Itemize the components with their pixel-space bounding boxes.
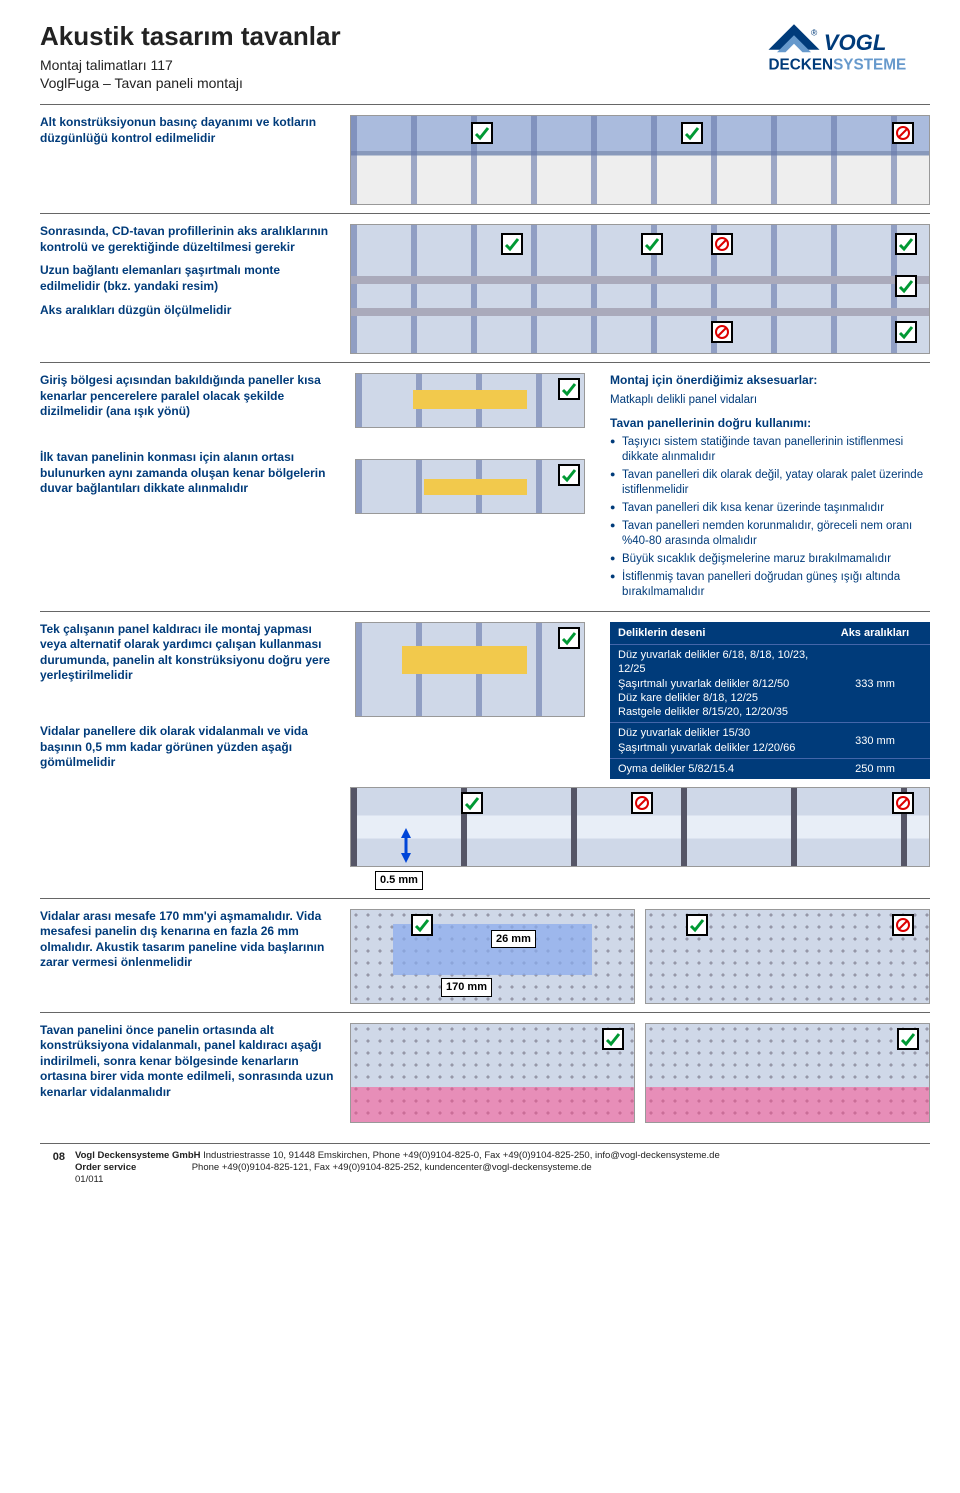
check-icon	[558, 378, 580, 400]
diagram-screw-depth	[350, 787, 930, 867]
check-icon	[895, 321, 917, 343]
info-h1: Montaj için önerdiğimiz aksesuarlar:	[610, 373, 930, 389]
prohibit-icon	[892, 914, 914, 936]
screw-diagram-row: 0.5 mm	[40, 787, 930, 897]
page-footer: 08 Vogl Deckensysteme GmbH Industriestra…	[40, 1143, 930, 1187]
check-icon	[895, 275, 917, 297]
table-cell: 330 mm	[820, 723, 930, 759]
footer-date: 01/011	[75, 1174, 720, 1186]
diagram-panel-orientation	[355, 373, 585, 428]
check-icon	[501, 233, 523, 255]
step-row-1: Alt konstrüksiyonun basınç dayanımı ve k…	[40, 104, 930, 213]
diagram-screw-sequence-2	[645, 1023, 930, 1123]
step2-text1: Sonrasında, CD-tavan profillerinin aks a…	[40, 224, 340, 255]
list-item: Tavan panelleri dik kısa kenar üzerinde …	[610, 501, 930, 516]
dimension-label: 26 mm	[491, 930, 536, 948]
table-header: Deliklerin deseni	[610, 622, 820, 645]
step6-text: Tavan panelini önce panelin ortasında al…	[40, 1023, 340, 1101]
check-icon	[895, 233, 917, 255]
usage-list: Taşıyıcı sistem statiğinde tavan panelle…	[610, 435, 930, 599]
diagram-screw-sequence-1	[350, 1023, 635, 1123]
page-number: 08	[40, 1150, 65, 1164]
page-title: Akustik tasarım tavanlar	[40, 20, 760, 54]
table-cell: 250 mm	[820, 759, 930, 780]
info-p1: Matkaplı delikli panel vidaları	[610, 393, 930, 408]
table-row: Oyma delikler 5/82/15.4250 mm	[610, 759, 930, 780]
list-item: İstiflenmiş tavan panelleri doğrudan gün…	[610, 570, 930, 600]
list-item: Tavan panelleri nemden korunmalıdır, gör…	[610, 519, 930, 549]
check-icon	[602, 1028, 624, 1050]
diagram-panel-center	[355, 459, 585, 514]
check-icon	[461, 792, 483, 814]
list-item: Büyük sıcaklık değişmelerine maruz bırak…	[610, 552, 930, 567]
prohibit-icon	[892, 122, 914, 144]
dimension-label: 0.5 mm	[375, 871, 423, 889]
diagram-panel-lift	[355, 622, 585, 717]
footer-addr: Industriestrasse 10, 91448 Emskirchen, P…	[203, 1150, 720, 1161]
check-icon	[558, 627, 580, 649]
diagram-screw-damage	[645, 909, 930, 1004]
step-row-5: Vidalar arası mesafe 170 mm'yi aşmamalıd…	[40, 898, 930, 1012]
table-cell: Düz yuvarlak delikler 6/18, 8/18, 10/23,…	[610, 644, 820, 722]
diagram-screw-spacing: 26 mm 170 mm	[350, 909, 635, 1004]
step2-text3: Aks aralıkları düzgün ölçülmelidir	[40, 303, 340, 319]
check-icon	[471, 122, 493, 144]
accessories-info: Montaj için önerdiğimiz aksesuarlar: Mat…	[610, 373, 930, 600]
step2-text2: Uzun bağlantı elemanları şaşırtmalı mont…	[40, 263, 340, 294]
svg-text:DECKENSYSTEME: DECKENSYSTEME	[769, 56, 907, 73]
footer-company: Vogl Deckensysteme GmbH	[75, 1150, 200, 1161]
footer-order-label: Order service	[75, 1162, 136, 1173]
table-row: Düz yuvarlak delikler 6/18, 8/18, 10/23,…	[610, 644, 930, 722]
diagram-cd-profiles	[350, 224, 930, 354]
product-name: VoglFuga – Tavan paneli montajı	[40, 74, 760, 92]
step-row-3: Giriş bölgesi açısından bakıldığında pan…	[40, 362, 930, 611]
prohibit-icon	[711, 321, 733, 343]
check-icon	[641, 233, 663, 255]
step5-text: Vidalar arası mesafe 170 mm'yi aşmamalıd…	[40, 909, 340, 971]
check-icon	[686, 914, 708, 936]
check-icon	[558, 464, 580, 486]
brand-logo: ® VOGL DECKENSYSTEME	[760, 20, 930, 84]
check-icon	[681, 122, 703, 144]
prohibit-icon	[892, 792, 914, 814]
arrow-icon	[391, 828, 421, 868]
hole-pattern-table: Deliklerin deseniAks aralıkları Düz yuva…	[610, 622, 930, 780]
check-icon	[411, 914, 433, 936]
step-row-6: Tavan panelini önce panelin ortasında al…	[40, 1012, 930, 1131]
list-item: Taşıyıcı sistem statiğinde tavan panelle…	[610, 435, 930, 465]
check-icon	[897, 1028, 919, 1050]
step3-text1: Giriş bölgesi açısından bakıldığında pan…	[40, 373, 340, 420]
footer-addr2: Phone +49(0)9104-825-121, Fax +49(0)9104…	[192, 1162, 592, 1173]
table-cell: Oyma delikler 5/82/15.4	[610, 759, 820, 780]
list-item: Tavan panelleri dik olarak değil, yatay …	[610, 468, 930, 498]
dimension-label: 170 mm	[441, 978, 492, 996]
info-h2: Tavan panellerinin doğru kullanımı:	[610, 416, 930, 432]
step4-text1: Tek çalışanın panel kaldıracı ile montaj…	[40, 622, 340, 684]
svg-text:VOGL: VOGL	[824, 30, 887, 55]
table-cell: 333 mm	[820, 644, 930, 722]
table-cell: Düz yuvarlak delikler 15/30 Şaşırtmalı y…	[610, 723, 820, 759]
step-row-4: Tek çalışanın panel kaldıracı ile montaj…	[40, 611, 930, 788]
table-header: Aks aralıkları	[820, 622, 930, 645]
page-subtitle: Montaj talimatları 117	[40, 56, 760, 74]
svg-text:®: ®	[811, 27, 818, 37]
step4-text2: Vidalar panellere dik olarak vidalanmalı…	[40, 724, 340, 771]
table-row: Düz yuvarlak delikler 15/30 Şaşırtmalı y…	[610, 723, 930, 759]
page-header: Akustik tasarım tavanlar Montaj talimatl…	[40, 20, 930, 92]
diagram-substructure	[350, 115, 930, 205]
step-row-2: Sonrasında, CD-tavan profillerinin aks a…	[40, 213, 930, 362]
step3-text2: İlk tavan panelinin konması için alanın …	[40, 450, 340, 497]
step1-text: Alt konstrüksiyonun basınç dayanımı ve k…	[40, 115, 340, 146]
prohibit-icon	[631, 792, 653, 814]
prohibit-icon	[711, 233, 733, 255]
